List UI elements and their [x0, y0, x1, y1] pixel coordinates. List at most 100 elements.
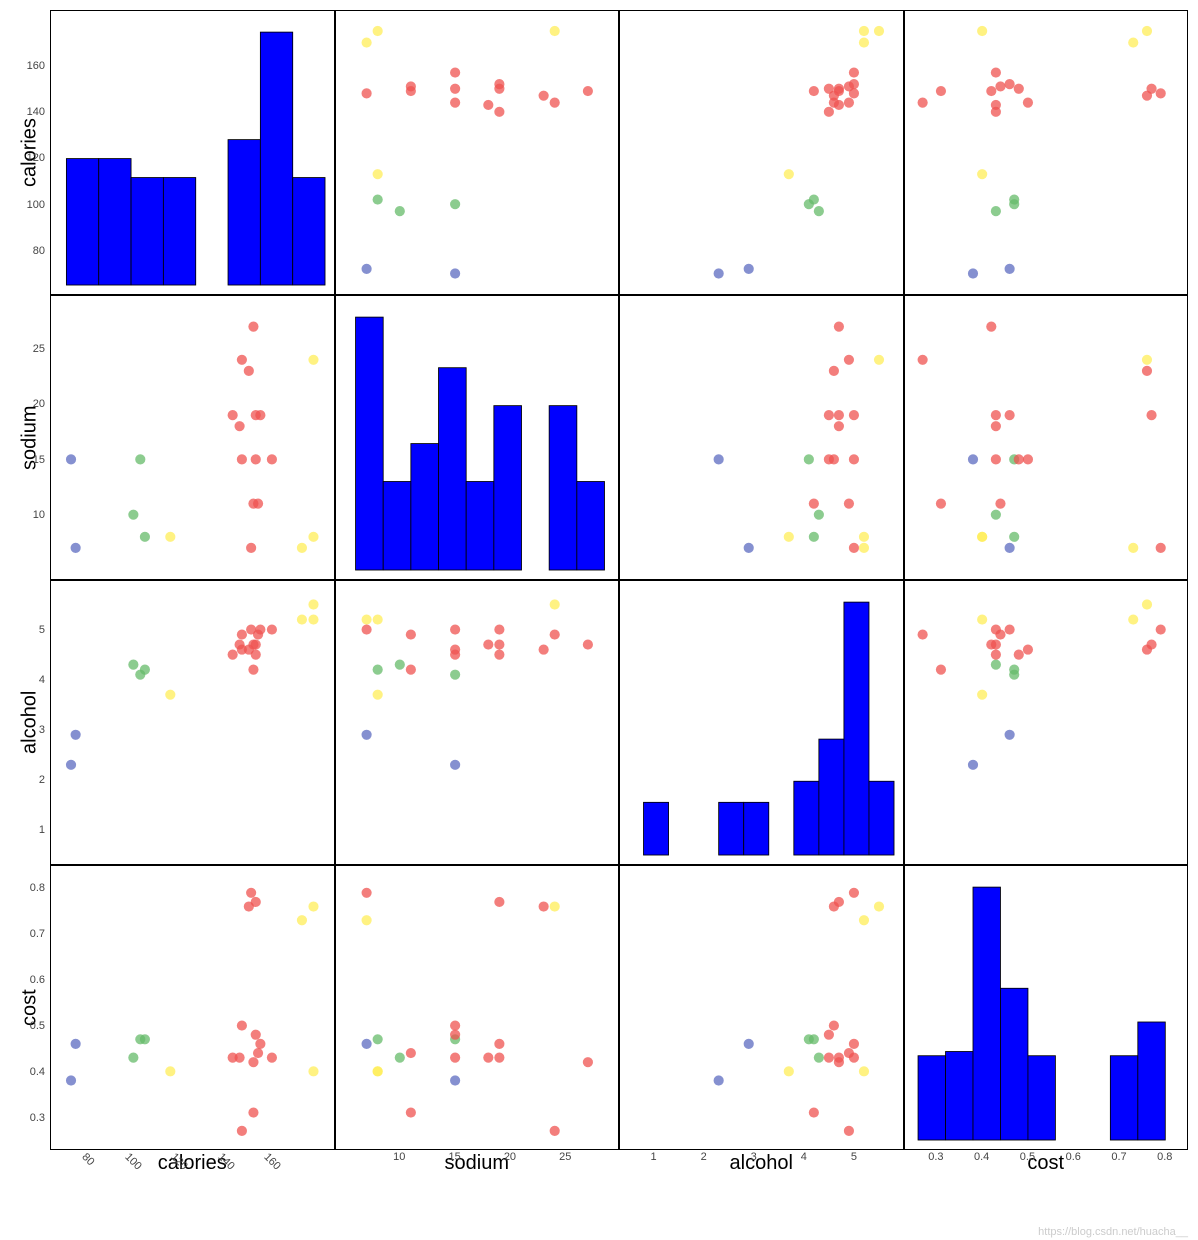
scatter-point	[1146, 84, 1156, 94]
scatter-point	[844, 499, 854, 509]
scatter-point	[483, 640, 493, 650]
scatter-alcohol-calories	[51, 581, 334, 864]
scatter-point	[372, 195, 382, 205]
scatter-point	[809, 532, 819, 542]
hist-bar	[549, 406, 577, 570]
xticks-sodium: 10152025	[336, 1151, 619, 1167]
scatter-point	[1004, 624, 1014, 634]
scatter-point	[935, 86, 945, 96]
scatter-point	[251, 454, 261, 464]
scatter-point	[1004, 543, 1014, 553]
yticks-calories: 80100120140160	[15, 11, 49, 294]
scatter-point	[967, 268, 977, 278]
cell-cost-sodium: 10152025	[335, 865, 620, 1150]
scatter-point	[1146, 640, 1156, 650]
scatter-point	[809, 1034, 819, 1044]
hist-bar	[99, 159, 131, 285]
scatter-point	[308, 614, 318, 624]
scatter-point	[1128, 614, 1138, 624]
scatter-point	[405, 81, 415, 91]
scatter-point	[361, 1039, 371, 1049]
scatter-cost-alcohol	[620, 866, 903, 1149]
scatter-point	[995, 81, 1005, 91]
scatter-point	[844, 98, 854, 108]
scatter-point	[1141, 355, 1151, 365]
scatter-point	[784, 1066, 794, 1076]
scatter-point	[990, 68, 1000, 78]
scatter-point	[990, 660, 1000, 670]
histogram-calories-calories	[51, 11, 334, 294]
scatter-point	[849, 1039, 859, 1049]
scatter-point	[361, 730, 371, 740]
scatter-alcohol-sodium	[336, 581, 619, 864]
scatter-point	[829, 366, 839, 376]
scatter-point	[849, 454, 859, 464]
scatter-point	[297, 915, 307, 925]
scatter-point	[165, 532, 175, 542]
scatter-point	[990, 650, 1000, 660]
scatter-point	[494, 897, 504, 907]
cell-sodium-alcohol	[619, 295, 904, 580]
scatter-point	[549, 98, 559, 108]
scatter-point	[267, 1053, 277, 1063]
scatter-point	[405, 665, 415, 675]
scatter-point	[237, 454, 247, 464]
hist-bar	[644, 802, 669, 855]
scatter-point	[66, 454, 76, 464]
hist-bar	[410, 444, 438, 570]
scatter-point	[977, 690, 987, 700]
scatter-point	[394, 1053, 404, 1063]
scatter-point	[140, 1034, 150, 1044]
scatter-point	[372, 1066, 382, 1076]
hist-bar	[945, 1052, 972, 1141]
scatter-point	[235, 421, 245, 431]
scatter-point	[128, 1053, 138, 1063]
scatter-point	[874, 26, 884, 36]
scatter-point	[834, 410, 844, 420]
scatter-sodium-cost	[905, 296, 1188, 579]
scatter-calories-alcohol	[620, 11, 903, 294]
scatter-point	[874, 355, 884, 365]
scatter-point	[237, 355, 247, 365]
scatter-point	[1009, 665, 1019, 675]
scatter-point	[986, 86, 996, 96]
scatter-point	[494, 624, 504, 634]
hist-bar	[131, 178, 163, 285]
scatter-point	[255, 410, 265, 420]
scatter-point	[995, 499, 1005, 509]
scatter-point	[1009, 532, 1019, 542]
hist-bar	[228, 140, 260, 285]
scatter-point	[450, 1030, 460, 1040]
scatter-point	[1004, 410, 1014, 420]
scatter-point	[844, 355, 854, 365]
scatter-point	[228, 650, 238, 660]
scatter-point	[804, 454, 814, 464]
hist-bar	[66, 159, 98, 285]
scatter-cost-calories	[51, 866, 334, 1149]
scatter-point	[834, 1057, 844, 1067]
hist-bar	[719, 802, 744, 855]
scatter-point	[784, 169, 794, 179]
scatter-point	[824, 1030, 834, 1040]
scatter-point	[990, 624, 1000, 634]
scatter-point	[849, 888, 859, 898]
scatter-point	[809, 195, 819, 205]
scatter-alcohol-cost	[905, 581, 1188, 864]
scatter-point	[824, 410, 834, 420]
scatter-point	[450, 760, 460, 770]
scatter-point	[824, 107, 834, 117]
scatter-point	[990, 421, 1000, 431]
scatter-point	[372, 614, 382, 624]
scatter-point	[859, 37, 869, 47]
scatter-point	[253, 499, 263, 509]
scatter-point	[235, 1053, 245, 1063]
scatter-point	[267, 454, 277, 464]
hist-bar	[1000, 988, 1027, 1140]
scatter-point	[1004, 79, 1014, 89]
scatter-point	[297, 543, 307, 553]
scatter-cost-sodium	[336, 866, 619, 1149]
scatter-point	[582, 640, 592, 650]
scatter-point	[977, 26, 987, 36]
scatter-point	[849, 68, 859, 78]
cell-alcohol-sodium	[335, 580, 620, 865]
